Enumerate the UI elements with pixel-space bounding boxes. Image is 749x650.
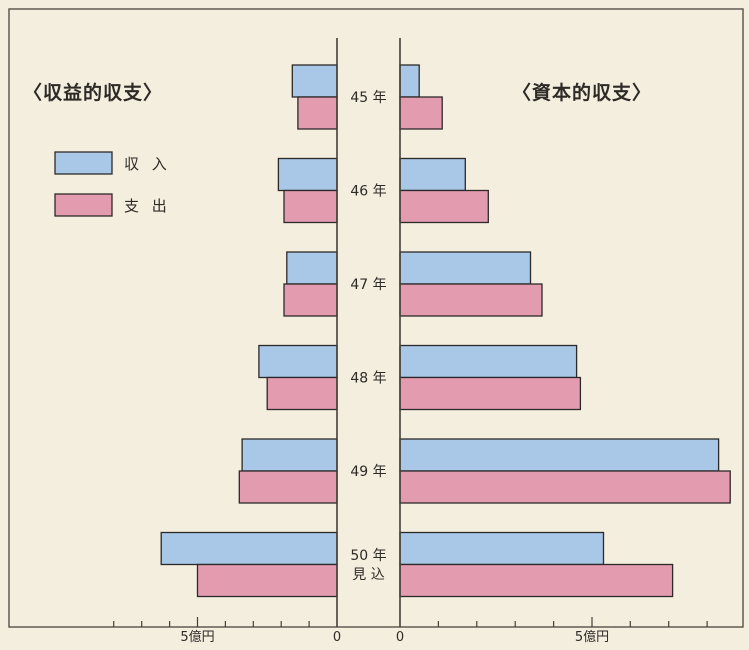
year-label-1: 46 年 [350,184,386,200]
left-bar-expense-4 [238,470,338,504]
legend-label-expense: 支 出 [124,197,171,215]
right-bar-expense-2 [399,283,543,317]
right-bar-income-5 [399,531,605,566]
year-labels: 45 年 46 年 47 年 48 年 49 年 50 年見 込 [350,90,386,583]
right-bar-expense-5 [399,563,674,598]
year-label-4: 49 年 [350,464,386,480]
left-bar-expense-1 [283,189,338,224]
x-tick-label-left-zero: 0 [333,630,341,645]
chart-frame [8,8,744,628]
left-bar-expense-3 [266,376,338,411]
right-panel-title: 〈資本的収支〉 [512,81,652,104]
bars-layer [160,64,731,598]
year-label-5-line0: 50 年 [350,548,386,564]
right-bar-income-1 [399,157,466,192]
left-bar-income-3 [258,344,338,379]
x-tick-label-right-zero: 0 [396,630,404,645]
legend-label-income: 収 入 [124,155,171,173]
x-tick-label-right-5: 5億円 [575,629,609,645]
legend-swatch-income [54,151,113,175]
left-bar-expense-5 [196,563,338,598]
left-bar-income-2 [286,251,338,285]
left-bar-income-5 [160,531,338,566]
legend-swatch-expense [54,193,113,217]
right-bar-income-0 [399,64,420,98]
year-label-0: 45 年 [350,90,386,106]
right-bar-income-3 [399,344,578,379]
left-bar-income-4 [241,438,338,472]
year-label-5-line1: 見 込 [352,567,384,583]
year-label-2: 47 年 [350,277,386,293]
year-label-3: 48 年 [350,371,386,387]
x-tick-label-left-5: 5億円 [180,629,214,645]
x-axis-ticks [113,617,708,627]
left-panel-title: 〈収益的収支〉 [23,81,163,104]
right-bar-income-4 [399,438,720,472]
right-bar-expense-4 [399,470,731,504]
left-bar-expense-2 [283,283,338,317]
left-bar-income-0 [291,64,338,98]
legend: 収 入 支 出 [54,151,171,217]
right-bar-income-2 [399,251,532,285]
left-bar-income-1 [277,157,338,192]
right-bar-expense-0 [399,96,443,130]
right-bar-expense-3 [399,376,582,411]
left-bar-expense-0 [297,96,338,130]
right-bar-expense-1 [399,189,489,224]
